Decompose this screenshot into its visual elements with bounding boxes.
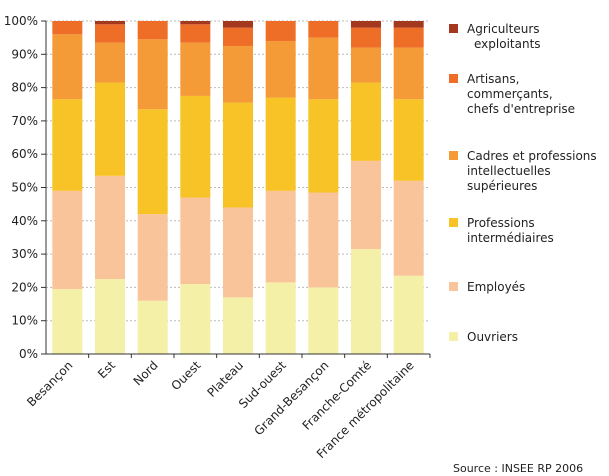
bar-segment	[308, 192, 339, 288]
bar-segment	[351, 21, 381, 28]
bar-segment	[393, 21, 424, 28]
bar-segment	[351, 160, 381, 250]
bar-segment	[180, 24, 211, 43]
bars	[52, 21, 424, 354]
bar-segment	[351, 27, 381, 48]
bar-segment	[137, 21, 168, 40]
legend-swatch	[449, 282, 458, 291]
legend-swatch	[449, 218, 458, 227]
bar-segment	[95, 21, 125, 25]
y-tick-label: 70%	[11, 114, 38, 128]
bar-segment	[351, 47, 381, 83]
legend-swatch	[449, 151, 458, 160]
bar-segment	[180, 95, 211, 198]
source-note: Source : INSEE RP 2006	[453, 462, 583, 475]
bar-segment	[265, 40, 296, 98]
legend-label: Professions	[467, 216, 535, 230]
x-tick-label: Grand-Besançon	[251, 358, 331, 438]
y-tick-label: 0%	[19, 347, 38, 361]
bar-segment	[180, 42, 211, 96]
x-tick-label: Nord	[131, 358, 161, 388]
y-tick-label: 100%	[4, 14, 38, 28]
bar-segment	[308, 21, 339, 38]
y-tick-label: 80%	[11, 81, 38, 95]
bar-segment	[95, 24, 125, 43]
bar-segment	[137, 300, 168, 354]
x-tick-label: Est	[95, 358, 118, 381]
bar-segment	[223, 297, 253, 354]
y-tick-label: 20%	[11, 280, 38, 294]
x-tick-label: Ouest	[169, 358, 204, 393]
x-tick-label: Besançon	[24, 358, 75, 409]
bar-segment	[52, 190, 83, 290]
y-tick-label: 30%	[11, 247, 38, 261]
bar-segment	[351, 249, 381, 354]
bar-segment	[308, 287, 339, 354]
bar-segment	[351, 82, 381, 161]
legend-swatch	[449, 332, 458, 341]
legend-item: Cadres et professionsintellectuellessupé…	[449, 149, 597, 193]
legend-item: Employés	[449, 280, 525, 294]
legend-swatch	[449, 24, 458, 33]
legend-item: Artisans,commerçants,chefs d'entreprise	[449, 72, 575, 116]
bar-segment	[223, 21, 253, 28]
bar-segment	[137, 109, 168, 215]
bar-segment	[95, 42, 125, 83]
bar-segment	[52, 99, 83, 191]
bar-segment	[52, 289, 83, 354]
bar-segment	[223, 102, 253, 208]
bar-segment	[137, 214, 168, 301]
y-tick-label: 50%	[11, 181, 38, 195]
y-tick-label: 40%	[11, 214, 38, 228]
legend-label: Artisans,	[467, 72, 519, 86]
bar-segment	[52, 34, 83, 100]
bar-segment	[223, 45, 253, 103]
bar-segment	[137, 39, 168, 110]
bar-segment	[180, 197, 211, 285]
bar-segment	[393, 47, 424, 100]
legend-label: Agriculteurs	[467, 22, 540, 36]
legend-label: Cadres et professions	[467, 149, 597, 163]
bar-segment	[265, 97, 296, 191]
bar-segment	[95, 82, 125, 176]
bar-segment	[180, 21, 211, 25]
bar-segment	[393, 99, 424, 181]
bar-segment	[265, 21, 296, 41]
legend-label: Ouvriers	[467, 330, 518, 344]
bar-segment	[52, 21, 83, 35]
legend-item: Ouvriers	[449, 330, 518, 344]
legend-label: intermédiaires	[467, 231, 554, 245]
y-tick-label: 90%	[11, 47, 38, 61]
y-tick-label: 60%	[11, 147, 38, 161]
bar-segment	[265, 190, 296, 283]
legend-label: intellectuelles	[467, 164, 551, 178]
bar-segment	[95, 279, 125, 354]
y-tick-label: 10%	[11, 314, 38, 328]
bar-segment	[180, 284, 211, 354]
bar-segment	[223, 207, 253, 298]
bar-segment	[308, 37, 339, 100]
bar-segment	[223, 27, 253, 46]
legend-swatch	[449, 74, 458, 83]
legend-label: supérieures	[467, 179, 537, 193]
bar-segment	[393, 27, 424, 48]
bar-segment	[308, 99, 339, 193]
legend-label: Employés	[467, 280, 525, 294]
bar-segment	[95, 175, 125, 280]
legend-label: commerçants,	[467, 87, 553, 101]
bar-segment	[393, 180, 424, 276]
x-tick-label: Plateau	[204, 358, 246, 400]
legend-label: chefs d'entreprise	[467, 102, 575, 116]
bar-segment	[393, 275, 424, 354]
legend-label: exploitants	[474, 37, 541, 51]
bar-segment	[265, 282, 296, 354]
